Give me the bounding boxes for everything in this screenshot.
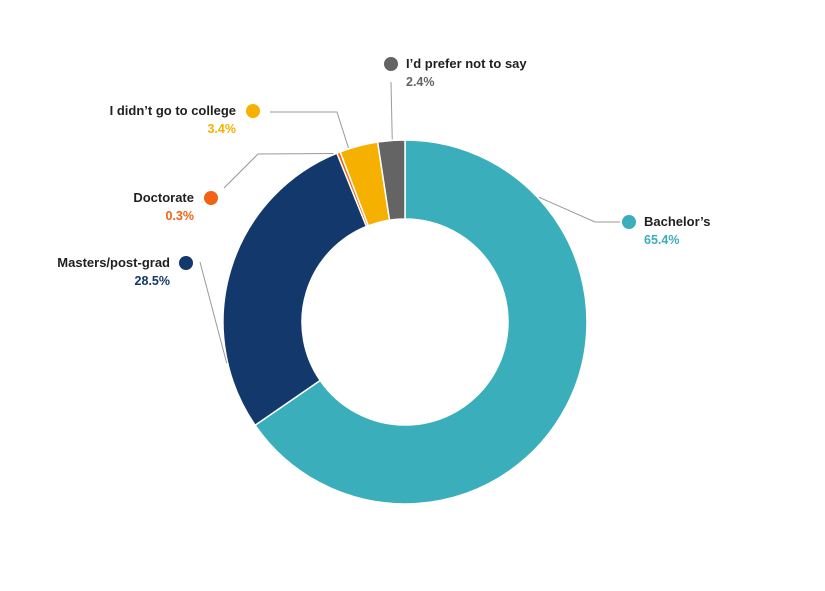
callout-masters-post-grad: Masters/post-grad 28.5% [57,255,228,364]
leader-line-i-didnt-go-to-college [270,111,349,149]
donut-slices [222,139,588,505]
slice-callouts: Bachelor’s 65.4% Masters/post-grad 28.5% Doc… [57,56,710,364]
slice-label-id-prefer-not-to-say: I’d prefer not to say [406,56,527,71]
leader-line-bachelors [538,196,620,223]
slice-value-id-prefer-not-to-say: 2.4% [406,75,435,89]
slice-label-bachelors: Bachelor’s [644,214,710,229]
slice-masters-post-grad [222,152,368,427]
slice-value-masters-post-grad: 28.5% [135,274,170,288]
legend-dot-doctorate [204,191,218,205]
callout-id-prefer-not-to-say: I’d prefer not to say 2.4% [384,56,527,140]
legend-dot-bachelors [622,215,636,229]
leader-line-id-prefer-not-to-say [390,81,393,140]
legend-dot-i-didnt-go-to-college [246,104,260,118]
slice-label-masters-post-grad: Masters/post-grad [57,255,170,270]
slice-label-doctorate: Doctorate [133,190,194,205]
callout-bachelors: Bachelor’s 65.4% [538,196,710,247]
slice-id-prefer-not-to-say [376,139,406,222]
legend-dot-id-prefer-not-to-say [384,57,398,71]
slice-value-doctorate: 0.3% [166,209,195,223]
leader-line-masters-post-grad [199,261,228,364]
slice-label-i-didnt-go-to-college: I didn’t go to college [110,103,236,118]
slice-value-bachelors: 65.4% [644,233,679,247]
callout-doctorate: Doctorate 0.3% [133,153,334,223]
legend-dot-masters-post-grad [179,256,193,270]
slice-value-i-didnt-go-to-college: 3.4% [208,122,237,136]
leader-line-doctorate [223,153,334,189]
slice-bachelors [254,139,588,505]
callout-i-didnt-go-to-college: I didn’t go to college 3.4% [110,103,349,149]
